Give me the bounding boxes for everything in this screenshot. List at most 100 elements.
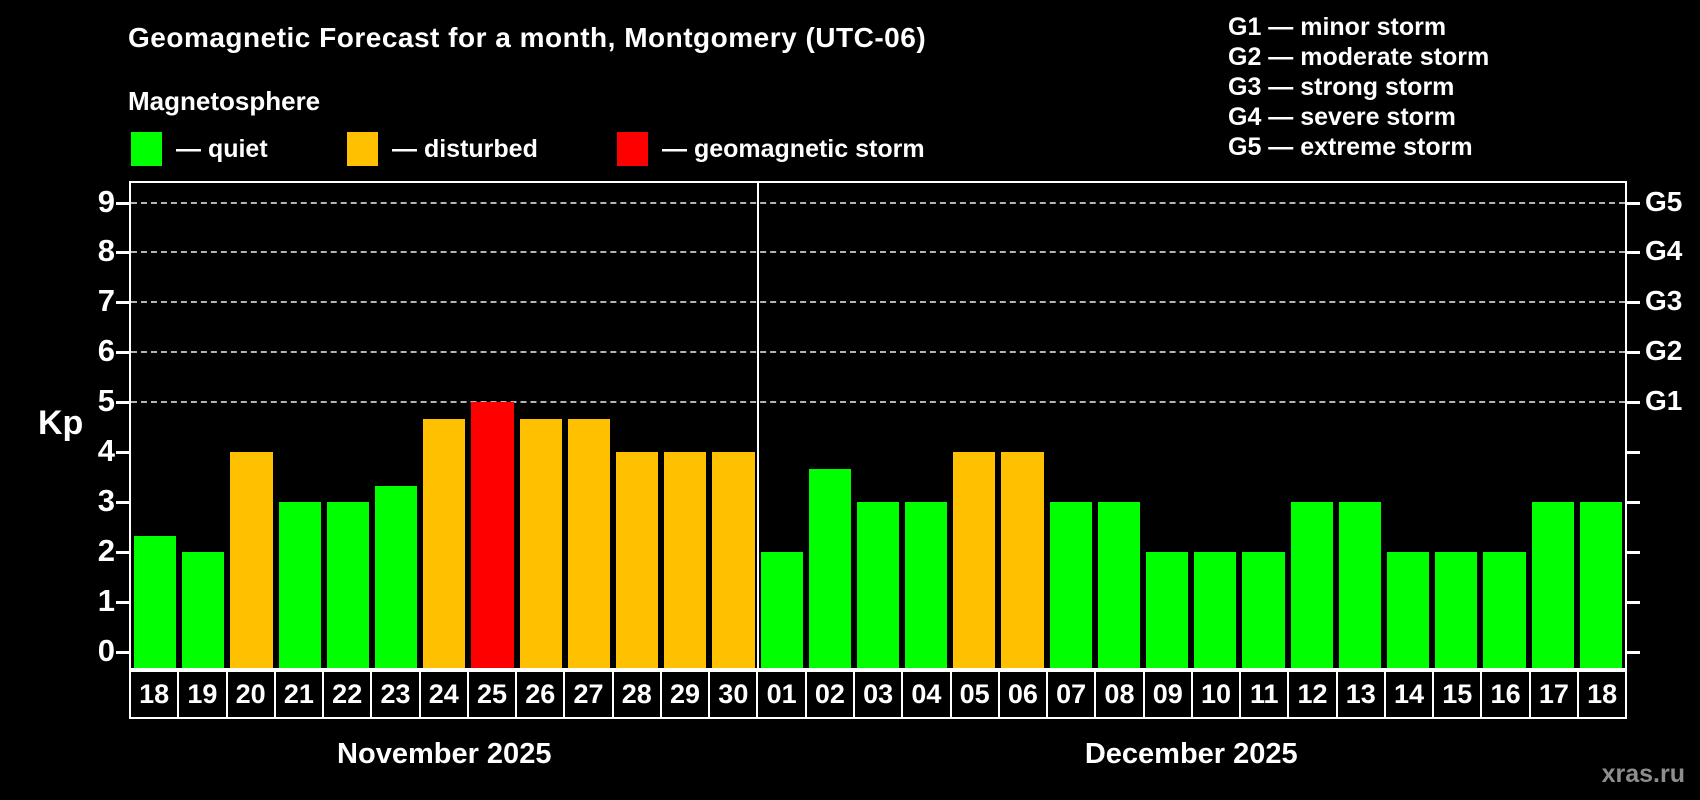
day-label-18: 18 [1587, 679, 1618, 709]
day-label-14: 14 [1386, 672, 1435, 717]
day-label-24: 24 [421, 672, 469, 717]
legend-label-disturbed: — disturbed [392, 134, 538, 163]
y-tick-mark-left-4 [116, 451, 129, 455]
day-label-22: 22 [324, 672, 373, 717]
kp-bar-day-27 [567, 418, 610, 668]
month-label-1: December 2025 [1084, 738, 1298, 770]
y-tick-mark-left-9 [116, 201, 129, 205]
page-title: Geomagnetic Forecast for a month, Montgo… [128, 22, 927, 53]
y-tick-label-0: 0 [97, 633, 115, 668]
kp-bar-day-21 [278, 502, 321, 668]
storm-scale-legend: G1 — minor storm G2 — moderate storm G3 — … [1228, 12, 1489, 162]
kp-bar-day-05 [953, 452, 996, 668]
storm-scale-item-G3: G3 — strong storm [1228, 73, 1455, 101]
y-tick-label-6: 6 [97, 333, 115, 369]
day-label-12: 12 [1289, 672, 1338, 717]
y-tick-label-8: 8 [97, 233, 115, 269]
y-tick-mark-left-7 [116, 301, 129, 305]
kp-bar-day-14 [1387, 552, 1430, 668]
day-label-04: 04 [903, 672, 952, 717]
kp-bar-day-12 [1290, 502, 1333, 668]
y-tick-mark-left-8 [116, 251, 129, 255]
kp-bar-day-19 [182, 552, 225, 668]
g-scale-label-G4: G4 [1645, 235, 1683, 267]
g-scale-label-G5: G5 [1645, 185, 1683, 217]
gridline-kp-7 [131, 301, 1625, 304]
storm-scale-item-G2: G2 — moderate storm [1228, 43, 1490, 71]
kp-bar-day-15 [1435, 552, 1478, 668]
day-label-30: 30 [710, 672, 759, 717]
day-label-06: 06 [1000, 672, 1049, 717]
y-tick-label-2: 2 [97, 533, 115, 569]
day-label-26: 26 [517, 672, 566, 717]
kp-bar-day-02 [808, 468, 851, 668]
legend-label-quiet: — quiet [176, 134, 268, 163]
kp-bar-day-25 [471, 402, 514, 668]
kp-bar-day-18 [1579, 502, 1622, 668]
kp-bar-day-26 [519, 418, 562, 668]
day-label-19: 19 [179, 672, 228, 717]
kp-bar-day-07 [1049, 502, 1092, 668]
g-scale-label-G1: G1 [1645, 385, 1683, 417]
y-tick-mark-right-5 [1627, 401, 1640, 405]
y-axis-label-kp: Kp [38, 404, 84, 442]
y-tick-mark-right-6 [1627, 351, 1640, 355]
kp-bar-day-10 [1194, 552, 1237, 668]
y-tick-mark-right-9 [1627, 201, 1640, 205]
y-tick-mark-right-2 [1627, 551, 1640, 555]
plot-area [129, 181, 1627, 670]
day-label-27: 27 [565, 672, 614, 717]
y-tick-mark-left-2 [116, 551, 129, 555]
kp-bar-day-29 [664, 452, 707, 668]
y-tick-mark-right-7 [1627, 301, 1640, 305]
kp-bar-day-06 [1001, 452, 1044, 668]
day-label-02: 02 [807, 672, 855, 717]
y-tick-label-7: 7 [97, 283, 115, 319]
kp-bar-day-13 [1338, 502, 1382, 668]
legend-label-storm: — geomagnetic storm [662, 134, 925, 163]
y-tick-label-9: 9 [97, 183, 115, 219]
kp-bar-day-20 [230, 452, 273, 668]
month-separator-line [756, 183, 759, 668]
quiet-color-swatch [131, 132, 162, 166]
day-label-29: 29 [662, 672, 711, 717]
y-tick-mark-left-6 [116, 351, 129, 355]
day-label-08: 08 [1096, 672, 1145, 717]
kp-bar-day-01 [760, 552, 803, 668]
kp-bar-day-18 [134, 535, 177, 668]
day-label-25: 25 [469, 672, 518, 717]
y-tick-mark-right-8 [1627, 251, 1640, 255]
day-label-09: 09 [1145, 672, 1193, 717]
day-label-13: 13 [1338, 672, 1386, 717]
gridline-kp-5 [131, 401, 1625, 404]
y-tick-mark-right-0 [1627, 651, 1640, 654]
day-axis-row: 18 19 20 21 22 23 24 25 26 27 28 29 30 01 02 03 04 05 06 07… [129, 670, 1627, 719]
legend-item-quiet: — quiet [131, 131, 268, 167]
storm-color-swatch [617, 132, 648, 166]
kp-bar-day-28 [615, 452, 659, 668]
legend-item-disturbed: — disturbed [347, 131, 538, 167]
y-tick-mark-left-0 [116, 651, 129, 654]
kp-bar-day-08 [1097, 502, 1141, 668]
day-label-01: 01 [758, 672, 807, 717]
day-label-17: 17 [1531, 672, 1579, 717]
kp-bar-day-17 [1531, 502, 1574, 668]
day-label-18: 18 [131, 672, 180, 717]
y-tick-mark-left-1 [116, 601, 129, 605]
kp-bar-day-03 [856, 502, 900, 668]
kp-bar-day-24 [423, 418, 466, 668]
y-tick-mark-left-3 [116, 501, 129, 505]
kp-bar-day-16 [1483, 552, 1526, 668]
kp-bar-day-04 [905, 502, 948, 668]
y-tick-label-3: 3 [97, 483, 115, 519]
day-label-07: 07 [1048, 672, 1097, 717]
storm-scale-item-G5: G5 — extreme storm [1228, 133, 1473, 161]
magnetosphere-subtitle: Magnetosphere [128, 86, 321, 116]
storm-scale-item-G1: G1 — minor storm [1228, 13, 1447, 41]
day-label-03: 03 [855, 672, 904, 717]
y-tick-mark-right-4 [1627, 451, 1640, 455]
day-label-20: 20 [228, 672, 276, 717]
g-scale-label-G3: G3 [1645, 285, 1683, 317]
day-label-05: 05 [952, 672, 1000, 717]
day-label-21: 21 [276, 672, 325, 717]
